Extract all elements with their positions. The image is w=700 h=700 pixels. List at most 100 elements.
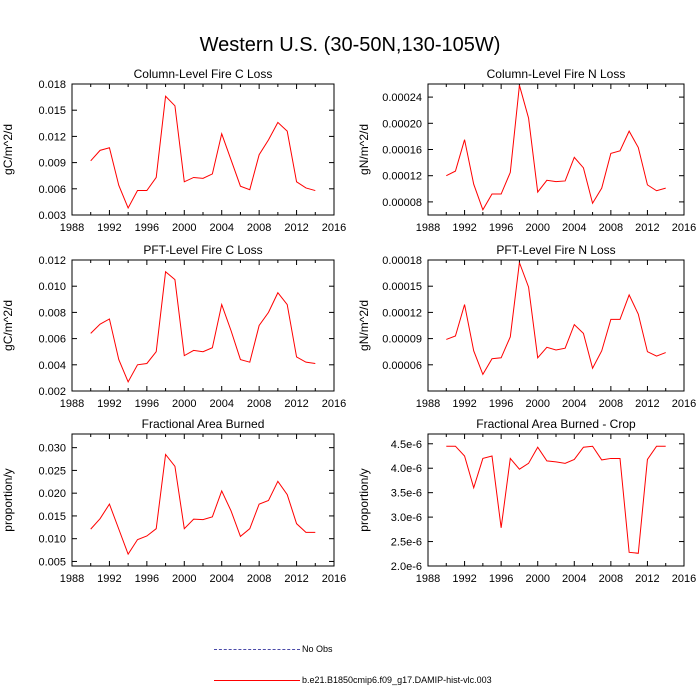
chart-panel-2: Column-Level Fire N Loss gN/m^2/d 1988 1992…: [357, 67, 696, 234]
chart-panel-1: Column-Level Fire C Loss gC/m^2/d 1988 1992…: [1, 67, 346, 234]
x-tick-label: 2008: [599, 398, 623, 410]
x-tick-label: 2004: [562, 573, 586, 585]
x-tick-label: 2016: [672, 398, 696, 410]
figure-title: Western U.S. (30-50N,130-105W): [199, 34, 501, 56]
y-tick-label: 0.012: [38, 131, 66, 143]
x-tick-label: 2012: [635, 222, 659, 234]
y-tick-label: 0.008: [38, 307, 66, 319]
y-tick-label: 0.00015: [382, 281, 422, 293]
x-tick-label: 2000: [525, 398, 549, 410]
x-tick-label: 1992: [97, 398, 121, 410]
chart-panel-4: PFT-Level Fire N Loss gN/m^2/d 1988 1992 199…: [357, 243, 696, 410]
x-tick-label: 1988: [416, 573, 440, 585]
x-tick-label: 1996: [489, 398, 513, 410]
plot-frame: [71, 83, 335, 216]
y-tick-label: 4.0e-6: [391, 463, 422, 475]
x-tick-label: 1992: [97, 573, 121, 585]
y-tick-label: 0.003: [38, 210, 66, 222]
x-tick-label: 2004: [562, 222, 586, 234]
y-tick-label: 0.009: [38, 158, 66, 170]
x-tick-label: 2008: [599, 573, 623, 585]
chart-panel-3: PFT-Level Fire C Loss gC/m^2/d 1988 1992 199…: [1, 243, 346, 410]
legend-label: No Obs: [302, 644, 333, 654]
panel-title: Fractional Area Burned - Crop: [476, 417, 636, 431]
series-line: [90, 453, 316, 556]
x-tick-label: 2016: [672, 573, 696, 585]
y-axis-label: gC/m^2/d: [1, 300, 15, 351]
y-tick-label: 0.00018: [382, 255, 422, 267]
x-tick-label: 1988: [60, 222, 84, 234]
y-tick-label: 0.020: [38, 488, 66, 500]
y-tick-label: 0.00016: [382, 145, 422, 157]
chart-panel-6: Fractional Area Burned - Crop proportion/…: [357, 417, 696, 585]
plot-frame: [71, 433, 335, 567]
y-tick-label: 0.00012: [382, 171, 422, 183]
x-tick-label: 2016: [672, 222, 696, 234]
y-tick-label: 0.00012: [382, 307, 422, 319]
legend-solid-line: [214, 679, 300, 681]
x-tick-label: 2000: [525, 573, 549, 585]
legend-entry-no-obs: No Obs: [214, 644, 333, 654]
panel-title: Fractional Area Burned: [142, 417, 265, 431]
x-tick-label: 1988: [416, 398, 440, 410]
legend-entry-model-run: b.e21.B1850cmip6.f09_g17.DAMIP-hist-vlc.…: [214, 675, 492, 685]
y-tick-label: 0.006: [38, 184, 66, 196]
x-tick-label: 1988: [60, 398, 84, 410]
x-tick-label: 1992: [97, 222, 121, 234]
series-line: [446, 262, 666, 376]
y-tick-label: 0.015: [38, 105, 66, 117]
y-tick-label: 0.00006: [382, 360, 422, 372]
y-tick-label: 4.5e-6: [391, 439, 422, 451]
x-tick-label: 2012: [284, 222, 308, 234]
y-axis-label: gN/m^2/d: [357, 124, 371, 175]
y-axis-label: gN/m^2/d: [357, 300, 371, 351]
x-tick-label: 2000: [172, 398, 196, 410]
y-axis-label: gC/m^2/d: [1, 124, 15, 175]
legend-label: b.e21.B1850cmip6.f09_g17.DAMIP-hist-vlc.…: [302, 675, 492, 685]
x-tick-label: 2016: [322, 398, 346, 410]
y-tick-label: 3.5e-6: [391, 488, 422, 500]
y-tick-label: 0.00020: [382, 118, 422, 130]
x-tick-label: 1996: [489, 573, 513, 585]
x-tick-label: 2016: [322, 222, 346, 234]
x-tick-label: 2008: [599, 222, 623, 234]
panel-title: PFT-Level Fire N Loss: [496, 243, 615, 257]
x-tick-label: 2004: [209, 398, 233, 410]
y-tick-label: 0.025: [38, 465, 66, 477]
series-line: [446, 445, 666, 554]
x-tick-label: 1988: [416, 222, 440, 234]
series-line: [90, 95, 316, 210]
chart-panel-5: Fractional Area Burned proportion/y 1988 19…: [1, 417, 346, 585]
y-axis-label: proportion/y: [357, 468, 371, 531]
x-tick-label: 2008: [247, 222, 271, 234]
panel-title: Column-Level Fire C Loss: [134, 67, 273, 81]
y-tick-label: 0.00009: [382, 334, 422, 346]
y-axis-label: proportion/y: [1, 468, 15, 531]
x-tick-label: 2004: [562, 398, 586, 410]
x-tick-label: 1996: [489, 222, 513, 234]
x-tick-label: 2012: [284, 398, 308, 410]
series-line: [90, 270, 316, 383]
x-tick-label: 2004: [209, 222, 233, 234]
x-tick-label: 2012: [635, 398, 659, 410]
y-tick-label: 0.015: [38, 511, 66, 523]
y-tick-label: 0.004: [38, 360, 66, 372]
x-tick-label: 1992: [452, 398, 476, 410]
y-tick-label: 0.002: [38, 386, 66, 398]
plot-frame: [427, 259, 685, 392]
panel-title: Column-Level Fire N Loss: [487, 67, 626, 81]
x-tick-label: 1996: [135, 222, 159, 234]
x-tick-label: 2004: [209, 573, 233, 585]
series-line: [446, 85, 666, 211]
y-tick-label: 0.030: [38, 443, 66, 455]
y-tick-label: 0.012: [38, 255, 66, 267]
x-tick-label: 1992: [452, 573, 476, 585]
y-tick-label: 2.0e-6: [391, 561, 422, 573]
x-tick-label: 2012: [284, 573, 308, 585]
plot-frame: [427, 433, 685, 567]
x-tick-label: 2008: [247, 398, 271, 410]
y-tick-label: 2.5e-6: [391, 537, 422, 549]
y-tick-label: 0.006: [38, 334, 66, 346]
x-tick-label: 1996: [135, 398, 159, 410]
